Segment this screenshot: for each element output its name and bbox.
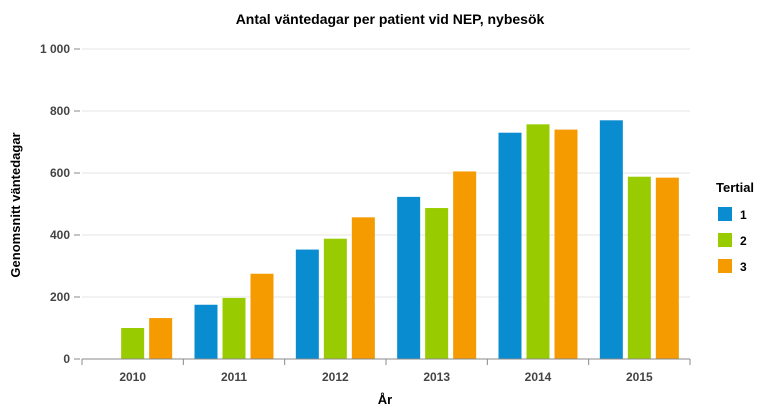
legend-swatch: [718, 259, 732, 273]
bar-2013-tertial-1: [397, 196, 421, 359]
y-axis-label: Genomsnitt väntedagar: [8, 132, 23, 277]
plot-area: [121, 120, 679, 359]
y-tick-label: 800: [50, 104, 70, 118]
bar-2012-tertial-3: [351, 217, 375, 359]
x-tick-label: 2010: [119, 370, 146, 384]
legend: Tertial 1 2 3: [716, 180, 754, 274]
x-tick-label: 2011: [221, 370, 247, 384]
x-axis-label: År: [378, 392, 392, 407]
legend-title: Tertial: [716, 180, 754, 195]
bar-2011-tertial-3: [250, 273, 274, 359]
legend-label: 3: [740, 260, 747, 274]
bar-2013-tertial-2: [425, 208, 449, 359]
bar-2010-tertial-2: [121, 328, 145, 359]
x-tick-label: 2012: [322, 370, 349, 384]
bar-2015-tertial-2: [627, 176, 651, 359]
legend-label: 2: [740, 234, 747, 248]
x-tick-label: 2013: [423, 370, 450, 384]
x-tick-label: 2015: [626, 370, 653, 384]
bar-2011-tertial-1: [194, 304, 218, 359]
chart-title: Antal väntedagar per patient vid NEP, ny…: [236, 11, 545, 27]
y-axis: 0 200 400 600 800 1 000: [40, 42, 80, 366]
bar-2012-tertial-1: [295, 249, 319, 359]
bar-2013-tertial-3: [453, 171, 477, 359]
y-tick-label: 0: [63, 352, 70, 366]
x-axis: 2010 2011 2012 2013 2014 2015: [81, 358, 691, 384]
y-tick-label: 1 000: [40, 42, 70, 56]
y-tick-label: 200: [50, 290, 70, 304]
bar-2015-tertial-3: [655, 177, 679, 359]
bar-2011-tertial-2: [222, 297, 246, 359]
legend-swatch: [718, 207, 732, 221]
bar-2014-tertial-3: [554, 129, 578, 359]
y-tick-label: 600: [50, 166, 70, 180]
y-tick-label: 400: [50, 228, 70, 242]
bar-2014-tertial-2: [526, 124, 550, 359]
gridlines: [82, 48, 690, 298]
bar-2012-tertial-2: [323, 238, 347, 359]
bar-2014-tertial-1: [498, 132, 522, 359]
legend-label: 1: [740, 208, 747, 222]
legend-swatch: [718, 233, 732, 247]
x-tick-label: 2014: [525, 370, 552, 384]
bar-2010-tertial-3: [149, 318, 173, 359]
bar-2015-tertial-1: [599, 120, 623, 359]
